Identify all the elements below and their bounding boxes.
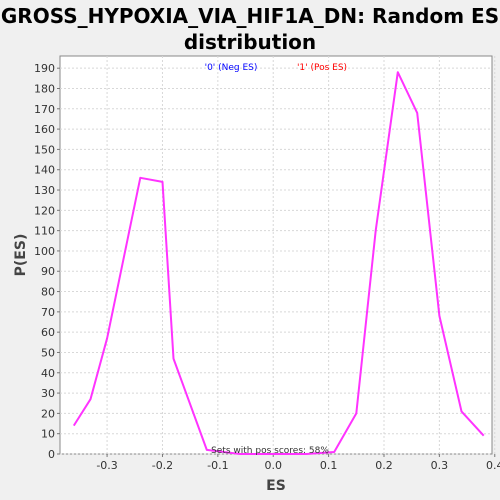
x-tick-label: -0.1 [207, 459, 228, 472]
y-tick-label: 0 [48, 448, 55, 461]
chart-title-line-2: distribution [183, 30, 317, 54]
series-layer [72, 71, 485, 455]
x-tick-label: 0.1 [320, 459, 338, 472]
y-tick-label: 190 [34, 62, 55, 75]
y-tick-label: 20 [41, 407, 55, 420]
y-tick-label: 60 [41, 326, 55, 339]
legend-item-neg-es: '0' (Neg ES) [205, 63, 258, 73]
x-tick-label: -0.2 [152, 459, 173, 472]
chart-title: GROSS_HYPOXIA_VIA_HIF1A_DN: Random ES di… [0, 3, 500, 55]
es-distribution-line [72, 71, 485, 455]
x-tick-label: 0.3 [431, 459, 449, 472]
y-tick-label: 100 [34, 245, 55, 258]
y-tick-label: 50 [41, 346, 55, 359]
y-tick-label: 140 [34, 164, 55, 177]
y-tick-label: 150 [34, 143, 55, 156]
y-tick-label: 160 [34, 123, 55, 136]
grid-layer [60, 56, 496, 455]
chart-title-line-1: GROSS_HYPOXIA_VIA_HIF1A_DN: Random ES [0, 4, 500, 28]
y-tick-label: 170 [34, 103, 55, 116]
plot-area [59, 55, 493, 455]
y-tick-label: 120 [34, 204, 55, 217]
y-tick-label: 180 [34, 82, 55, 95]
y-tick-label: 90 [41, 265, 55, 278]
x-axis-title: ES [266, 478, 286, 494]
y-tick-label: 10 [41, 428, 55, 441]
legend-item-pos-es: '1' (Pos ES) [297, 63, 347, 73]
y-tick-label: 130 [34, 184, 55, 197]
x-tick-label: 0.2 [375, 459, 393, 472]
y-tick-label: 70 [41, 306, 55, 319]
y-tick-label: 30 [41, 387, 55, 400]
legend: '0' (Neg ES) '1' (Pos ES) [205, 63, 347, 73]
x-tick-label: 0.4 [486, 459, 500, 472]
pos-scores-annotation: Sets with pos scores: 58% [211, 446, 329, 456]
y-axis-title: P(ES) [13, 234, 29, 277]
y-tick-label: 110 [34, 225, 55, 238]
axis-layer: 0 10 20 30 40 50 60 70 80 90 100 110 120 130 140 150 160… [34, 62, 500, 472]
y-tick-label: 80 [41, 286, 55, 299]
x-tick-label: 0.0 [264, 459, 282, 472]
x-tick-label: -0.3 [96, 459, 117, 472]
y-tick-label: 40 [41, 367, 55, 380]
